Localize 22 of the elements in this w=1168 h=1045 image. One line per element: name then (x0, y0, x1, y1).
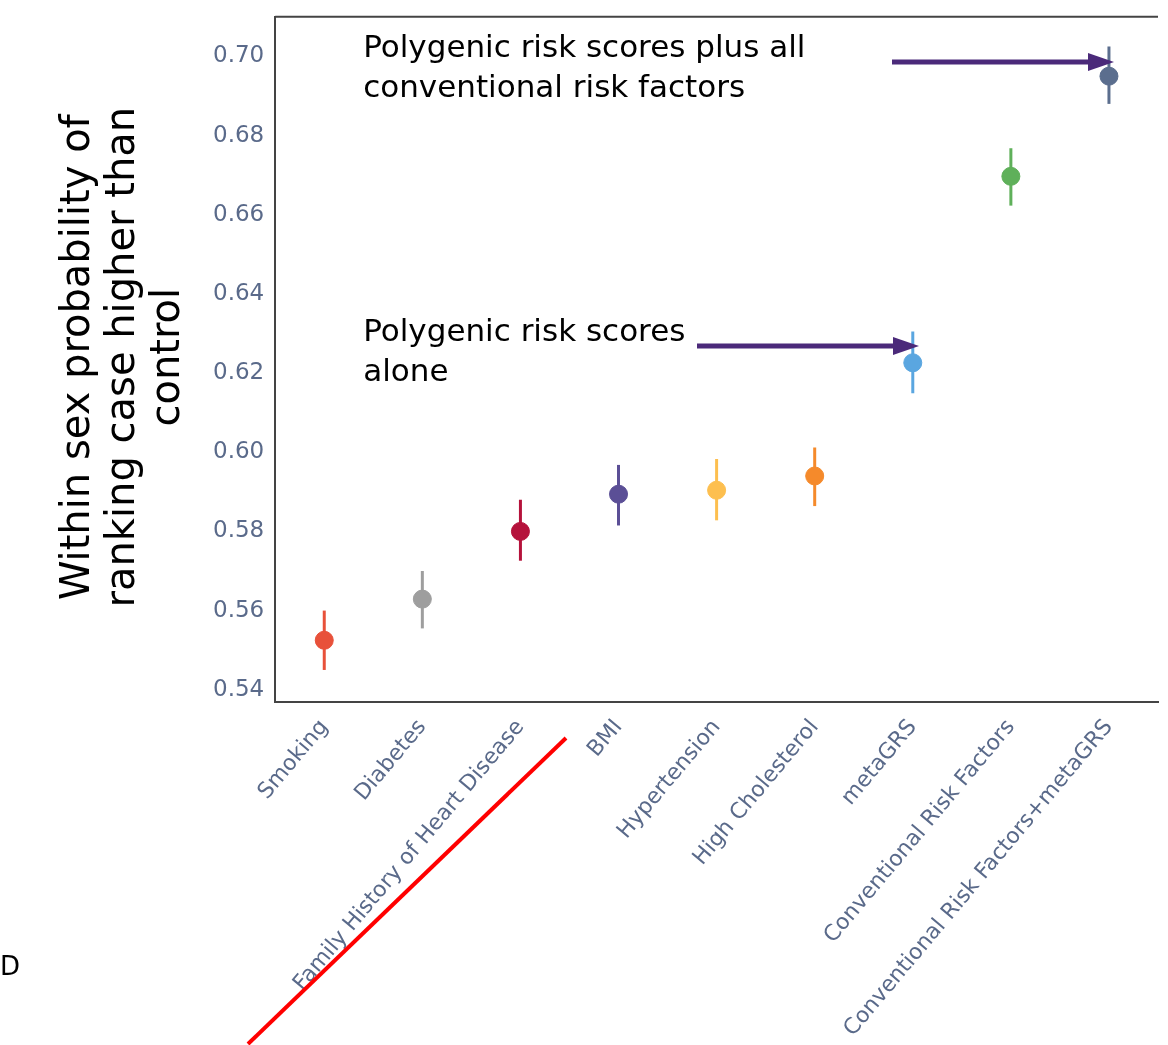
y-tick-label: 0.60 (212, 437, 265, 464)
point (314, 630, 334, 650)
point (609, 484, 629, 504)
y-tick-label: 0.58 (212, 516, 265, 543)
point (903, 353, 923, 373)
y-tick-label: 0.66 (212, 199, 265, 226)
point (805, 466, 825, 486)
y-tick-label: 0.62 (212, 358, 265, 385)
y-tick-label: 0.70 (212, 41, 265, 68)
point (412, 589, 432, 609)
point (510, 521, 530, 541)
text: D (0, 950, 21, 983)
point (707, 480, 727, 500)
y-tick-label: 0.68 (212, 120, 265, 147)
point (1001, 166, 1021, 186)
y-tick-label: 0.64 (212, 278, 265, 305)
y-tick-label: 0.54 (212, 674, 265, 701)
y-tick-label: 0.56 (212, 595, 265, 622)
annotation: Polygenic risk scores alone (363, 311, 687, 391)
y-axis-title: Within sex probability of ranking case higher than control (51, 105, 188, 610)
annotation: Polygenic risk scores plus all conventional risk factors (363, 27, 807, 107)
point (1099, 66, 1119, 86)
